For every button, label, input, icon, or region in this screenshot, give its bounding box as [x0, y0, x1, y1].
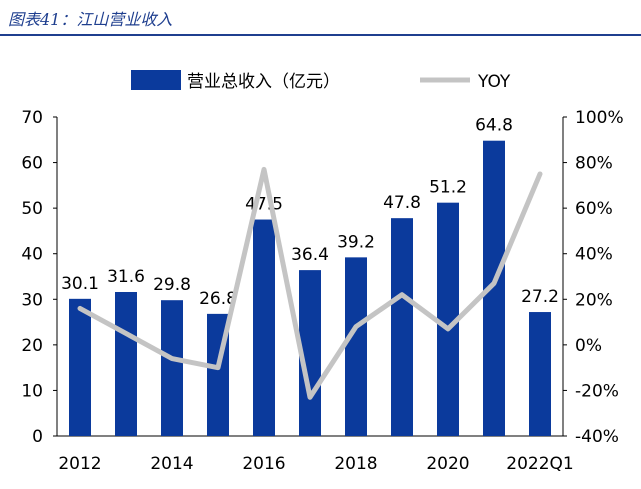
title-rule	[0, 34, 641, 36]
y-left-tick-label: 30	[21, 290, 43, 310]
axes: 0 10 20 30 40 50 60 70 -40% -20% 0% 20% 40% 60% 80% 100…	[21, 108, 623, 474]
y-left-tick-label: 20	[21, 336, 43, 356]
yoy-point	[538, 172, 542, 176]
x-tick-label: 2016	[242, 454, 285, 474]
bar-value-label: 27.2	[521, 287, 559, 307]
revenue-bar	[69, 298, 91, 436]
bar-value-label: 31.6	[107, 267, 145, 287]
y-right-tick-label: 40%	[575, 245, 613, 265]
bar-value-label: 30.1	[61, 274, 99, 294]
yoy-line	[77, 166, 543, 400]
yoy-point	[400, 293, 404, 297]
y-right-tick-label: -20%	[575, 381, 619, 401]
bar-value-label: 47.8	[383, 193, 421, 213]
y-left-tick-label: 40	[21, 245, 43, 265]
yoy-point	[124, 331, 128, 335]
yoy-point	[170, 357, 174, 361]
yoy-point	[354, 325, 358, 329]
revenue-bar	[161, 300, 183, 436]
x-tick-label: 2014	[150, 454, 193, 474]
bar-value-label: 39.2	[337, 232, 375, 252]
x-tick-label: 2018	[334, 454, 377, 474]
y-right-tick-label: 0%	[575, 336, 602, 356]
bar-value-label: 51.2	[429, 178, 467, 198]
revenue-bar	[115, 291, 137, 436]
bar-value-label: 26.8	[199, 289, 237, 309]
legend-label-yoy: YOY	[477, 72, 511, 92]
y-left-tick-label: 70	[21, 108, 43, 128]
legend-label-revenue: 营业总收入（亿元）	[187, 72, 340, 92]
x-tick-label: 2012	[58, 454, 101, 474]
yoy-point	[446, 327, 450, 331]
legend: 营业总收入（亿元） YOY	[131, 70, 511, 92]
revenue-bar	[529, 312, 551, 436]
y-right-tick-label: 20%	[575, 290, 613, 310]
yoy-point	[492, 281, 496, 285]
yoy-point	[262, 167, 266, 171]
bar-value-label: 47.5	[245, 195, 283, 215]
revenue-bar	[253, 219, 275, 436]
y-right-tick-label: 60%	[575, 199, 613, 219]
revenue-bar	[345, 257, 367, 436]
x-tick-label: 2022Q1	[506, 454, 573, 474]
revenue-bar	[299, 270, 321, 436]
y-right-tick-label: -40%	[575, 427, 619, 447]
y-left-tick-label: 50	[21, 199, 43, 219]
bar-value-label: 64.8	[475, 116, 513, 136]
y-left-tick-label: 10	[21, 381, 43, 401]
bars	[69, 140, 551, 436]
y-left-tick-label: 60	[21, 154, 43, 174]
revenue-bar	[437, 202, 459, 436]
bar-value-label: 36.4	[291, 245, 329, 265]
revenue-bar	[483, 140, 505, 436]
figure-title: 图表41：江山营业收入	[8, 10, 173, 29]
yoy-point	[308, 395, 312, 399]
revenue-bar	[391, 218, 413, 436]
y-right-tick-label: 80%	[575, 154, 613, 174]
yoy-point	[78, 306, 82, 310]
yoy-point	[216, 366, 220, 370]
bar-labels: 30.1 31.6 29.8 26.8 47.5 36.4 39.2 47.8 51.2 64.8…	[61, 116, 559, 309]
y-right-tick-label: 100%	[575, 108, 624, 128]
x-tick-label: 2020	[426, 454, 469, 474]
legend-swatch-revenue	[131, 70, 181, 90]
bar-value-label: 29.8	[153, 275, 191, 295]
y-left-tick-label: 0	[32, 427, 43, 447]
